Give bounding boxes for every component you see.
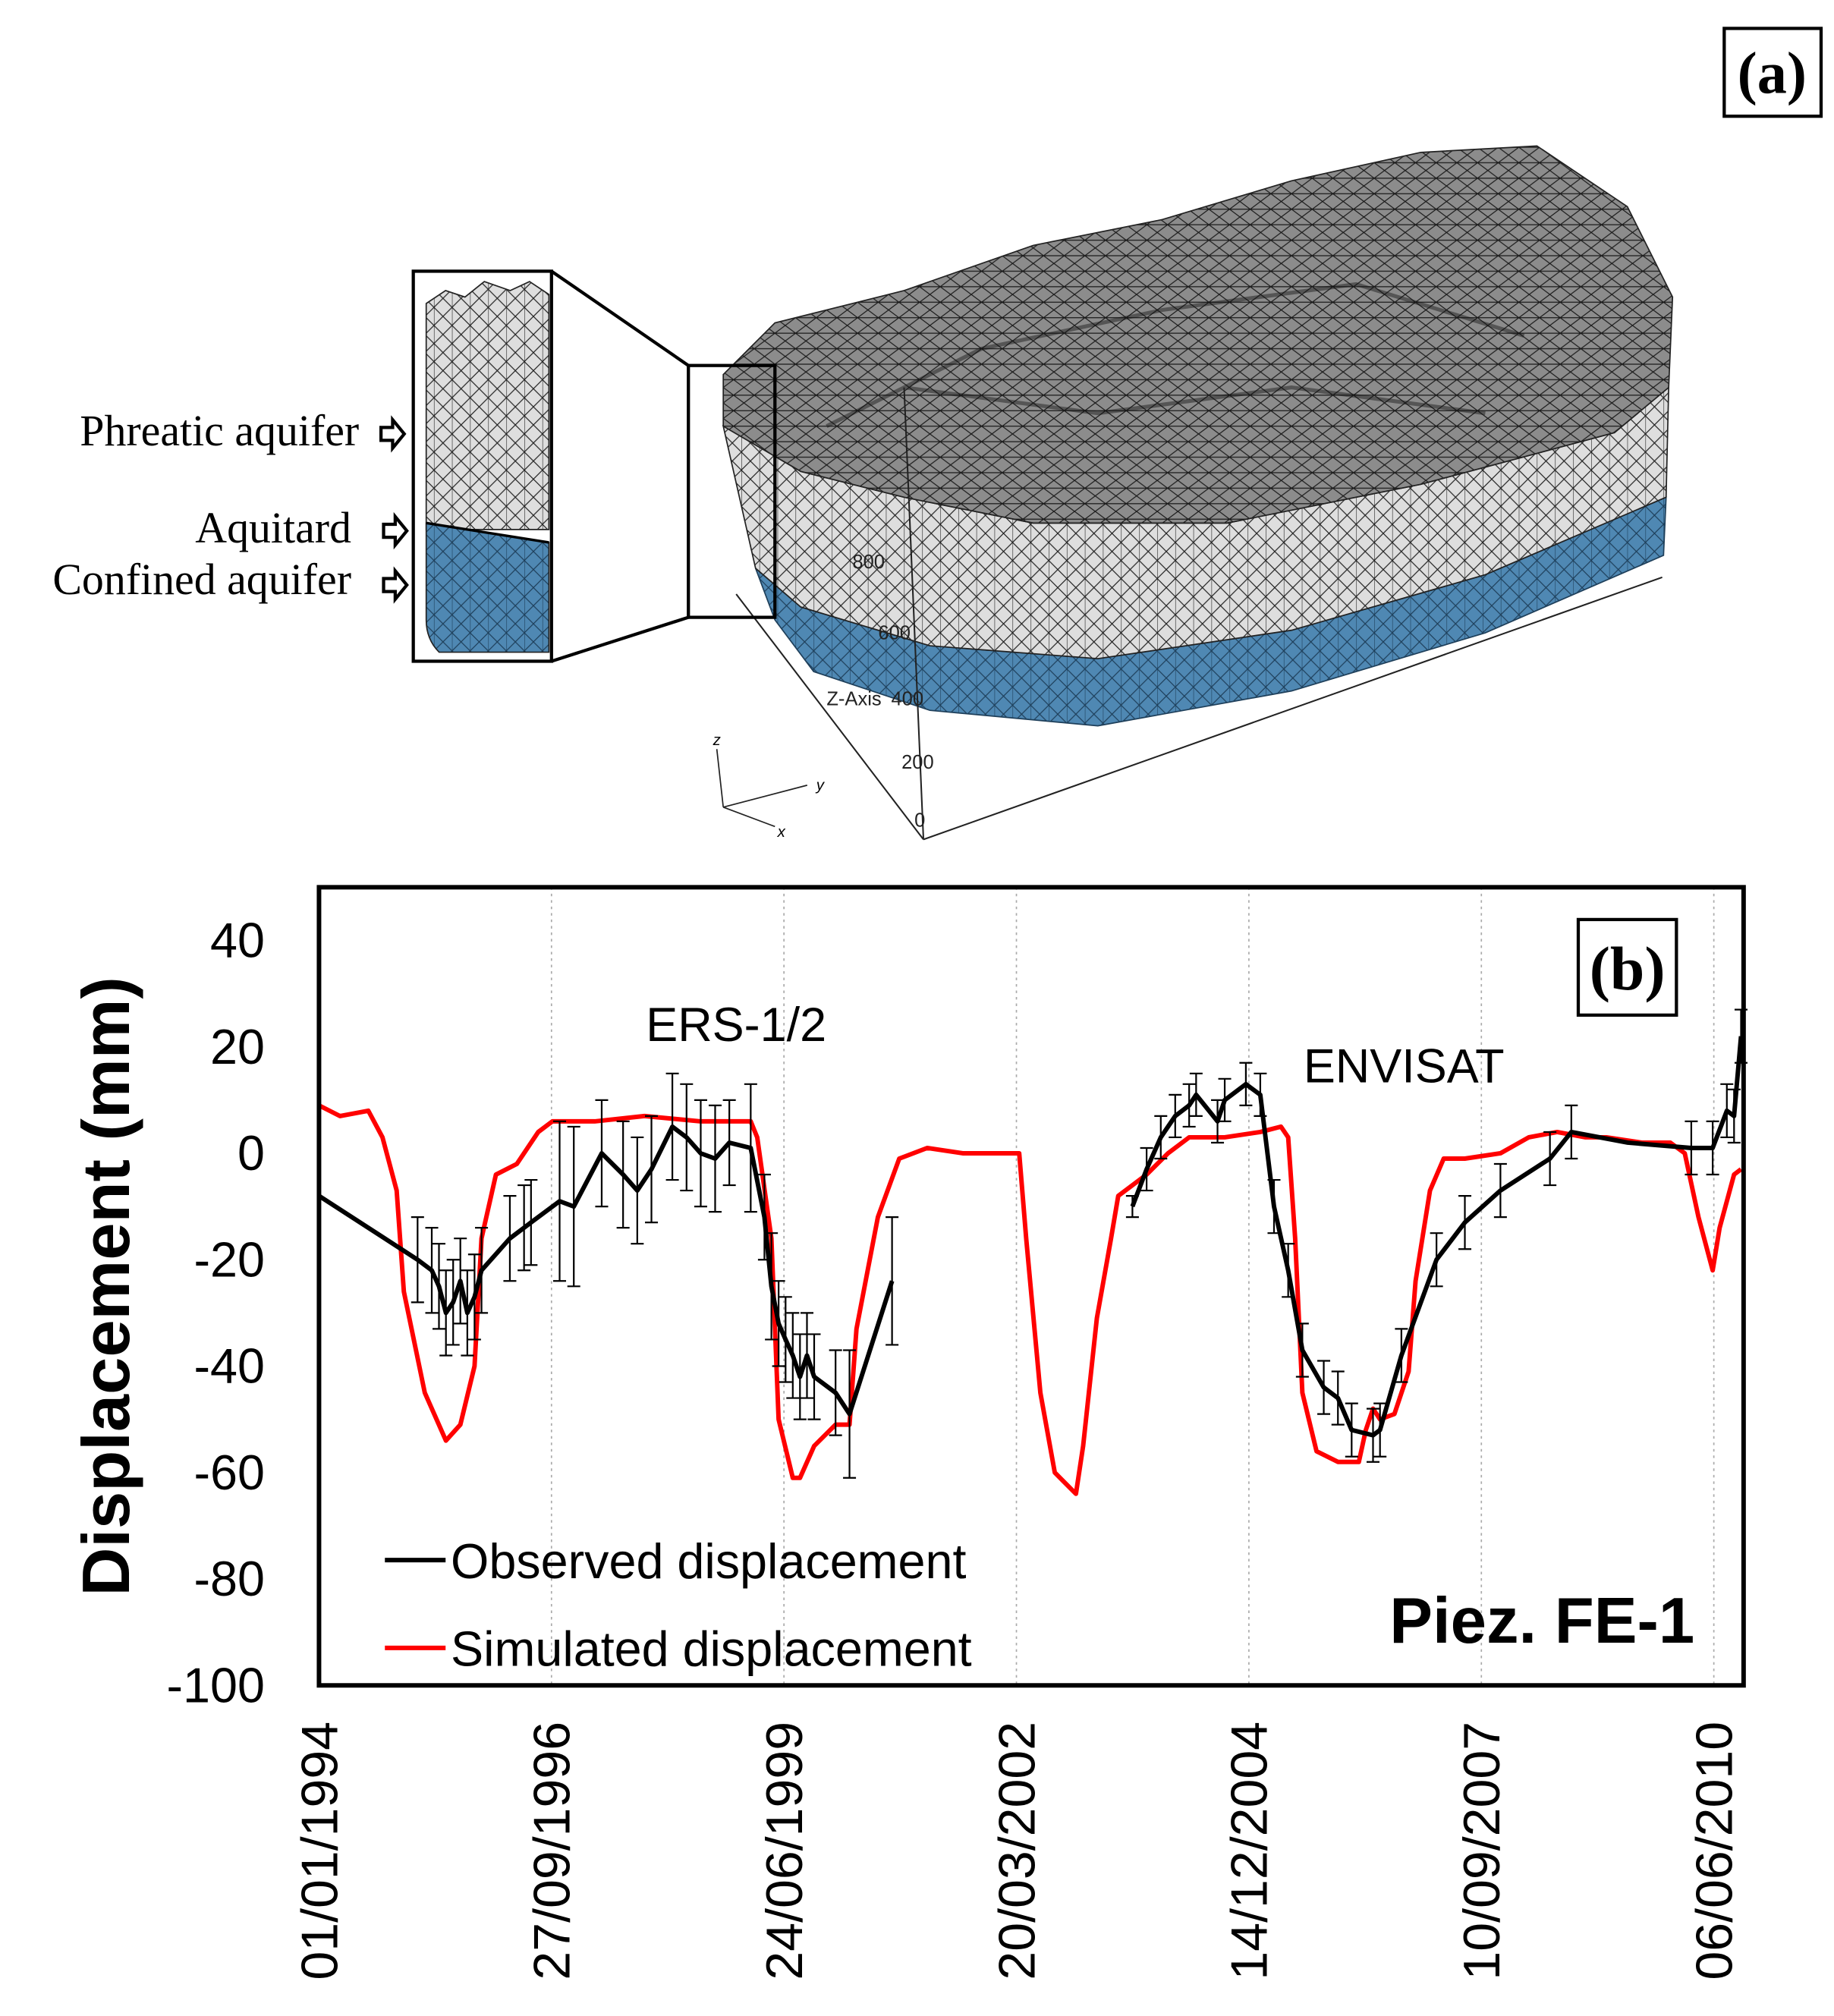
y-tick-label: 0 bbox=[238, 1125, 265, 1181]
plot-frame bbox=[316, 885, 1746, 1688]
x-tick-label: 24/06/1999 bbox=[756, 1722, 813, 1980]
panel-a-label-box bbox=[1722, 27, 1823, 118]
z-axis-label: Z-Axis bbox=[826, 688, 881, 709]
z-axis-line bbox=[903, 387, 925, 840]
y-tick-label: 20 bbox=[210, 1019, 265, 1074]
panel-b-chart: 40 20 0 -20 -40 -60 -80 -100 01/01/1994 27/09/19… bbox=[68, 885, 1747, 1980]
x-tick-label: 20/03/2002 bbox=[988, 1722, 1046, 1980]
annotation-ers: ERS-1/2 bbox=[646, 999, 826, 1052]
z-tick: 400 bbox=[891, 688, 923, 709]
y-tick-label: -20 bbox=[193, 1231, 264, 1287]
y-tick-label: -100 bbox=[166, 1657, 264, 1712]
inset-frame bbox=[411, 269, 553, 663]
piezometer-label: Piez. FE-1 bbox=[1389, 1585, 1694, 1657]
y-tick-label: -80 bbox=[193, 1551, 264, 1606]
panel-b-label: (b) bbox=[1590, 934, 1666, 1003]
topography-surface bbox=[722, 145, 1674, 524]
observed-displacement-line bbox=[317, 1124, 895, 1417]
confined-aquifer-label: Confined aquifer bbox=[52, 555, 351, 604]
arrow-icon bbox=[379, 415, 407, 453]
panel-a-label: (a) bbox=[1738, 40, 1807, 106]
mesh-model bbox=[722, 145, 1674, 727]
zoom-region-box bbox=[687, 363, 777, 619]
arrow-icon bbox=[382, 566, 409, 604]
z-tick: 600 bbox=[878, 623, 911, 644]
x-tick-label: 06/06/2010 bbox=[1685, 1722, 1743, 1980]
simulated-displacement-line bbox=[318, 1103, 1743, 1496]
axis-triad bbox=[716, 749, 808, 828]
arrow-icon bbox=[382, 511, 409, 550]
y-axis-title: Displacement (mm) bbox=[68, 977, 143, 1596]
aquitard-label: Aquitard bbox=[195, 503, 351, 552]
z-tick: 0 bbox=[914, 810, 925, 831]
y-tick-label: -60 bbox=[193, 1445, 264, 1500]
x-tick-label: 14/12/2004 bbox=[1221, 1722, 1279, 1980]
zoom-connector bbox=[551, 615, 689, 663]
inset-column bbox=[425, 281, 550, 653]
x-tick-label: 10/09/2007 bbox=[1453, 1722, 1511, 1980]
triad-x-label: x bbox=[777, 824, 786, 841]
y-tick-label: -40 bbox=[193, 1338, 264, 1394]
triad-z-label: z bbox=[713, 732, 721, 749]
triad-y-label: y bbox=[815, 778, 826, 794]
zoom-connector bbox=[550, 269, 690, 367]
phreatic-aquifer-label: Phreatic aquifer bbox=[80, 406, 359, 455]
panel-b-label-box bbox=[1576, 917, 1678, 1017]
annotation-envisat: ENVISAT bbox=[1304, 1039, 1505, 1093]
observed-displacement-line bbox=[1130, 1036, 1744, 1438]
panel-a: (a) 800 600 Z-Axis 400 200 0 z y x bbox=[52, 27, 1823, 841]
z-tick: 200 bbox=[901, 752, 934, 773]
x-axis-line bbox=[735, 593, 924, 840]
legend-label-simulated: Simulated displacement bbox=[451, 1621, 972, 1677]
x-tick-label: 01/01/1994 bbox=[291, 1722, 348, 1980]
x-tick-label: 27/09/1996 bbox=[524, 1722, 581, 1980]
y-axis-line bbox=[923, 576, 1663, 841]
y-tick-label: 40 bbox=[210, 913, 265, 968]
z-tick: 800 bbox=[852, 552, 885, 573]
legend-label-observed: Observed displacement bbox=[451, 1533, 966, 1589]
legend: Observed displacement Simulated displace… bbox=[385, 1533, 972, 1677]
